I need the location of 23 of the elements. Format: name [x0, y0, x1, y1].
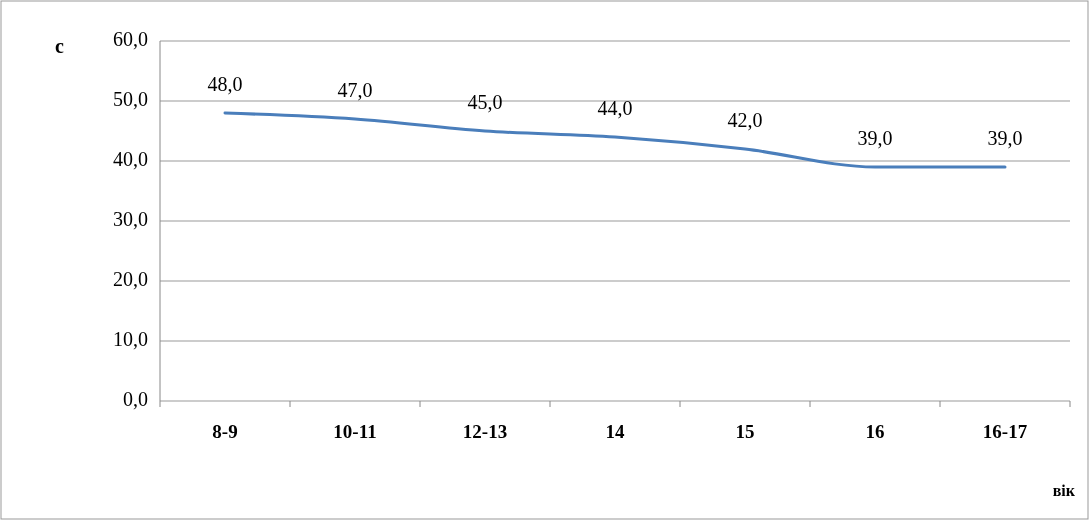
x-tick-label: 8-9: [212, 421, 238, 442]
x-tick-label: 15: [735, 421, 755, 442]
x-tick-label: 16-17: [982, 421, 1028, 442]
y-tick-label: 20,0: [113, 267, 148, 290]
text: 39,0: [857, 127, 893, 149]
y-tick-label: 50,0: [113, 87, 148, 110]
text: 44,0: [597, 97, 633, 119]
y-tick-label: 30,0: [113, 207, 148, 230]
y-tick-label: 40,0: [113, 147, 148, 170]
y-tick-label: 60,0: [113, 27, 148, 50]
text: 42,0: [727, 109, 763, 131]
x-axis-title: вік: [1052, 482, 1076, 499]
x-tick-label: 12-13: [462, 421, 508, 442]
y-tick-label: 10,0: [113, 327, 148, 350]
text: 47,0: [337, 79, 373, 101]
x-tick-label: 16: [865, 421, 885, 442]
text: 39,0: [987, 127, 1023, 149]
x-tick-label: 14: [605, 421, 625, 442]
text: 48,0: [207, 73, 243, 95]
text: 45,0: [467, 91, 503, 113]
y-axis-title: с: [55, 35, 64, 57]
y-tick-label: 0,0: [123, 387, 148, 410]
x-tick-label: 10-11: [333, 421, 377, 442]
